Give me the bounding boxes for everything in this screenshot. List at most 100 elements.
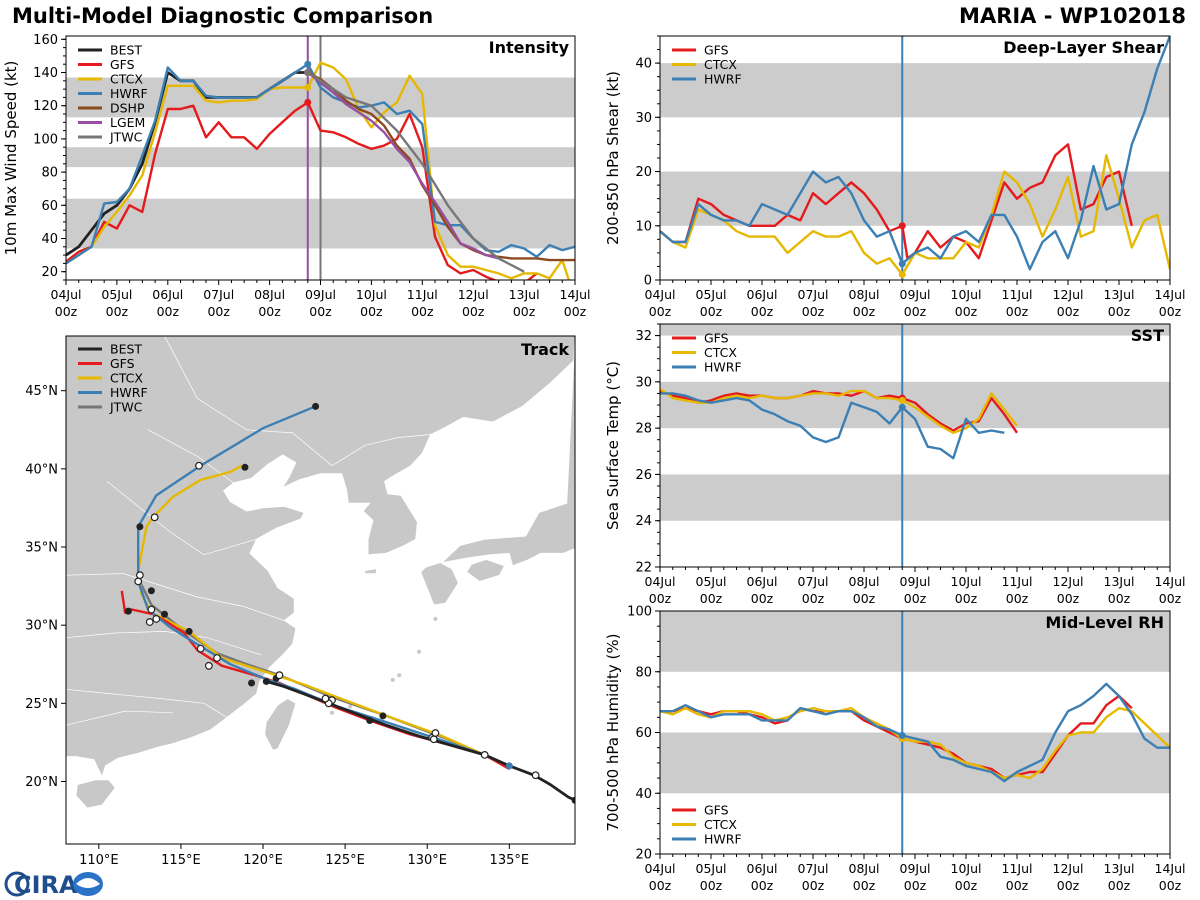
x-tick-label: 07Jul (203, 287, 234, 302)
x-tick-label: 06Jul (747, 287, 778, 302)
legend-label-lgem: LGEM (110, 115, 145, 130)
x-tick-label: 00z (802, 304, 825, 319)
x-tick-label: 00z (751, 878, 774, 893)
legend-label-gfs: GFS (704, 803, 729, 818)
legend-label-gfs: GFS (110, 356, 135, 371)
x-tick-label: 00z (649, 878, 672, 893)
island-land (348, 704, 353, 709)
x-tick-label: 00z (904, 878, 927, 893)
forecast-start-marker (898, 222, 906, 230)
panel-title: SST (1131, 326, 1164, 345)
legend-label-ctcx: CTCX (110, 72, 143, 87)
y-tick-label: 24 (635, 514, 652, 529)
y-tick-label: 100 (33, 132, 58, 147)
track-marker-filled (124, 607, 132, 615)
legend-label-ctcx: CTCX (704, 57, 737, 72)
x-tick-label: 00z (1057, 304, 1080, 319)
x-tick-label: 00z (1108, 304, 1131, 319)
x-tick-label: 10Jul (951, 861, 982, 876)
x-tick-label: 00z (751, 591, 774, 606)
x-tick-label: 00z (802, 878, 825, 893)
series-line-hwrf (660, 392, 1005, 460)
y-tick-label: 140 (33, 66, 58, 81)
shaded-band (660, 611, 1170, 672)
track-marker-open (321, 694, 330, 703)
border-line (331, 434, 431, 466)
series-line-ctcx (66, 61, 571, 280)
y-tick-label: 40 (41, 232, 58, 247)
y-tick-label: 20 (635, 848, 652, 863)
legend-label-ctcx: CTCX (704, 345, 737, 360)
track-marker-open (147, 605, 156, 614)
series-line-gfs (660, 389, 1018, 434)
track-line-ctcx (137, 464, 507, 767)
lon-tick-label: 125°E (325, 853, 365, 868)
x-tick-label: 04Jul (645, 861, 676, 876)
y-tick-label: 160 (33, 33, 58, 48)
x-tick-label: 04Jul (645, 287, 676, 302)
rh-panel: 20 40 60 80 100 04Jul 00z 05Jul 00z 06Jul 00z 07Jul… (604, 605, 1186, 894)
x-tick-label: 08Jul (849, 574, 880, 589)
border-line (106, 481, 257, 556)
lon-tick-label: 135°E (490, 853, 530, 868)
x-tick-label: 06Jul (747, 574, 778, 589)
x-tick-label: 00z (700, 591, 723, 606)
y-tick-label: 120 (33, 99, 58, 114)
series-line-dshp (307, 71, 575, 262)
y-axis-label: 200-850 hPa Shear (kt) (604, 71, 622, 245)
track-marker-open (135, 571, 144, 580)
border-line (164, 336, 333, 466)
x-tick-label: 00z (904, 304, 927, 319)
x-tick-label: 00z (258, 304, 281, 319)
series-line-ctcx (660, 387, 1018, 434)
x-tick-label: 09Jul (900, 861, 931, 876)
lon-tick-label: 110°E (79, 853, 119, 868)
lat-tick-label: 45°N (25, 384, 58, 399)
series-group (660, 36, 1170, 279)
panel-title: Intensity (489, 38, 570, 57)
border-line (66, 710, 173, 726)
track-marker-filled (312, 402, 320, 410)
x-tick-label: 09Jul (900, 574, 931, 589)
x-tick-label: 11Jul (407, 287, 438, 302)
jeju-land (364, 568, 377, 574)
x-tick-label: 00z (700, 304, 723, 319)
x-tick-label: 00z (462, 304, 485, 319)
x-tick-label: 00z (1108, 878, 1131, 893)
forecast-start-marker (304, 83, 312, 91)
x-tick-label: 00z (955, 591, 978, 606)
shaded-band (660, 324, 1170, 336)
track-marker-open (204, 661, 213, 670)
x-tick-label: 09Jul (900, 287, 931, 302)
legend-label-dshp: DSHP (110, 101, 145, 116)
series-group (660, 387, 1018, 460)
x-tick-label: 00z (1006, 878, 1029, 893)
x-tick-label: 09Jul (305, 287, 336, 302)
x-tick-label: 14Jul (560, 287, 591, 302)
y-tick-label: 32 (635, 329, 652, 344)
series-group (66, 60, 575, 280)
x-tick-label: 00z (1057, 591, 1080, 606)
lat-tick-label: 40°N (25, 462, 58, 477)
forecast-start-marker (304, 60, 312, 68)
mainland-land (66, 336, 575, 844)
x-tick-label: 12Jul (1053, 861, 1084, 876)
track-marker-open (431, 729, 440, 737)
y-tick-label: 100 (627, 605, 652, 620)
track-marker-filled (379, 712, 387, 720)
x-tick-label: 00z (802, 591, 825, 606)
track-marker-open (195, 461, 203, 470)
series-line-gfs (66, 101, 538, 280)
y-tick-label: 0 (644, 274, 652, 289)
x-tick-label: 06Jul (152, 287, 183, 302)
track-marker-filled (571, 796, 575, 804)
x-tick-label: 07Jul (798, 287, 829, 302)
x-tick-label: 00z (55, 304, 78, 319)
track-marker-filled (185, 627, 193, 635)
forecast-start-marker (898, 260, 906, 268)
honshu-land (440, 336, 575, 567)
series-line-ctcx (660, 707, 1170, 780)
x-tick-label: 00z (955, 304, 978, 319)
track-marker-filled (147, 587, 155, 595)
track-marker-open (196, 644, 205, 653)
